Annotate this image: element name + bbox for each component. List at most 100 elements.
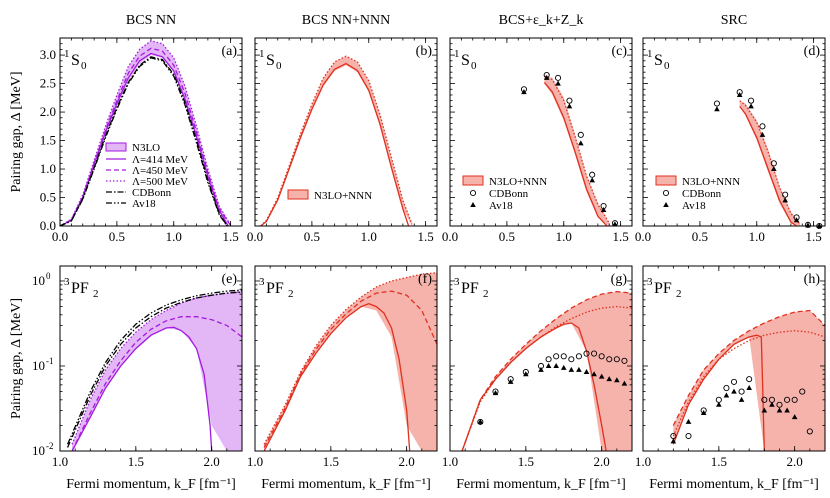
legend-swatch xyxy=(462,175,484,186)
cdbonn-point xyxy=(730,378,738,385)
series-line xyxy=(60,52,229,226)
av18-point xyxy=(776,407,783,413)
uncertainty-band xyxy=(260,56,412,226)
series-line xyxy=(60,47,232,226)
x-tick-label: 1.5 xyxy=(323,454,339,469)
x-tick-label: 1.5 xyxy=(418,229,434,244)
series-line xyxy=(739,100,801,225)
y-tick-label: 10 xyxy=(32,443,45,458)
x-tick-label: 1.5 xyxy=(613,229,629,244)
cdbonn-point xyxy=(806,428,813,435)
av18-point xyxy=(576,366,582,372)
uncertainty-band xyxy=(544,75,610,226)
wave-label: S xyxy=(266,52,275,69)
series-line xyxy=(260,62,410,226)
column-title: SRC xyxy=(721,13,747,28)
cdbonn-point xyxy=(776,401,783,408)
x-tick-label: 1.0 xyxy=(635,454,651,469)
x-tick-label: 0.0 xyxy=(52,229,68,244)
wave-label: PF xyxy=(266,280,284,297)
av18-point xyxy=(716,401,722,407)
series-line xyxy=(71,290,242,445)
legend-label: N3LO+NNN xyxy=(489,176,547,188)
panel-label: (a) xyxy=(221,44,237,59)
wave-label-subscript: 2 xyxy=(93,288,99,300)
legend-label: Av18 xyxy=(489,200,513,212)
column-title: BCS+ε_k+Z_k xyxy=(499,13,584,28)
wave-label-superscript: 1 xyxy=(259,48,265,60)
legend-label: N3LO xyxy=(132,142,160,154)
legend-swatch xyxy=(287,189,309,200)
panel-label: (b) xyxy=(416,44,433,59)
cdbonn-point xyxy=(577,131,584,138)
x-tick-label: 1.0 xyxy=(52,454,68,469)
av18-point xyxy=(621,380,628,386)
column-title: BCS NN xyxy=(126,13,176,28)
panel-label: (f) xyxy=(418,272,432,287)
panel-label: (e) xyxy=(221,272,237,287)
legend-label: Λ=500 MeV xyxy=(132,176,188,188)
x-axis-label: Fermi momentum, k_F [fm⁻¹] xyxy=(66,477,235,492)
av18-point xyxy=(521,89,527,95)
cdbonn-point xyxy=(583,350,590,357)
series-line xyxy=(672,309,825,426)
uncertainty-band xyxy=(673,310,825,451)
x-tick-label: 0.0 xyxy=(442,229,458,244)
cdbonn-point xyxy=(713,100,720,107)
legend-swatch-n3lo xyxy=(105,142,127,152)
series-line xyxy=(544,75,610,224)
av18-point xyxy=(700,409,707,415)
cdbonn-point xyxy=(784,396,791,403)
x-tick-label: 0.5 xyxy=(692,229,708,244)
cdbonn-point xyxy=(560,353,567,360)
wave-label-subscript: 0 xyxy=(81,60,87,72)
points-layer xyxy=(477,71,823,444)
av18-point xyxy=(555,80,561,86)
cdbonn-point xyxy=(738,388,745,395)
cdbonn-point xyxy=(723,385,730,392)
cdbonn-point xyxy=(553,353,560,360)
legend-label: Av18 xyxy=(682,200,706,212)
cdbonn-point xyxy=(748,97,755,104)
wave-label-superscript: 3 xyxy=(647,276,653,288)
series-line xyxy=(263,290,437,448)
cdbonn-point xyxy=(804,221,811,228)
av18-point xyxy=(568,366,575,372)
legend-label: Λ=450 MeV xyxy=(132,165,188,177)
cdbonn-point xyxy=(606,356,613,363)
legend-triangle-marker xyxy=(470,202,476,207)
cdbonn-point xyxy=(685,432,692,440)
lines-layer xyxy=(60,40,825,451)
x-tick-label: 0.5 xyxy=(499,229,515,244)
cdbonn-point xyxy=(759,123,766,130)
x-tick-label: 2.0 xyxy=(787,454,803,469)
panel-label: (d) xyxy=(804,44,821,59)
wave-label-subscript: 0 xyxy=(664,60,670,72)
av18-point xyxy=(771,166,777,172)
legend-label: N3LO+NNN xyxy=(682,176,740,188)
panel-label: (g) xyxy=(611,272,628,287)
cdbonn-point xyxy=(746,376,753,383)
cdbonn-point xyxy=(545,356,552,363)
uncertainty-band xyxy=(462,291,632,451)
av18-point xyxy=(759,131,766,137)
series-line xyxy=(461,322,607,451)
av18-point xyxy=(612,221,618,227)
x-tick-label: 1.0 xyxy=(556,229,572,244)
series-line xyxy=(71,326,213,451)
x-tick-label: 1.0 xyxy=(749,229,765,244)
y-tick-label: 10 xyxy=(32,273,45,288)
wave-label: S xyxy=(71,52,80,69)
y-axis-label: Pairing gap, Δ [MeV] xyxy=(9,298,24,419)
av18-point xyxy=(553,362,559,368)
av18-point xyxy=(591,371,597,377)
av18-point xyxy=(598,373,605,379)
av18-point xyxy=(738,396,745,402)
series-line xyxy=(60,57,228,226)
uncertainty-band xyxy=(264,272,437,451)
panel-label: (h) xyxy=(804,272,821,287)
cdbonn-point xyxy=(621,357,628,364)
cdbonn-point xyxy=(575,353,582,360)
wave-label-subscript: 0 xyxy=(471,60,477,72)
